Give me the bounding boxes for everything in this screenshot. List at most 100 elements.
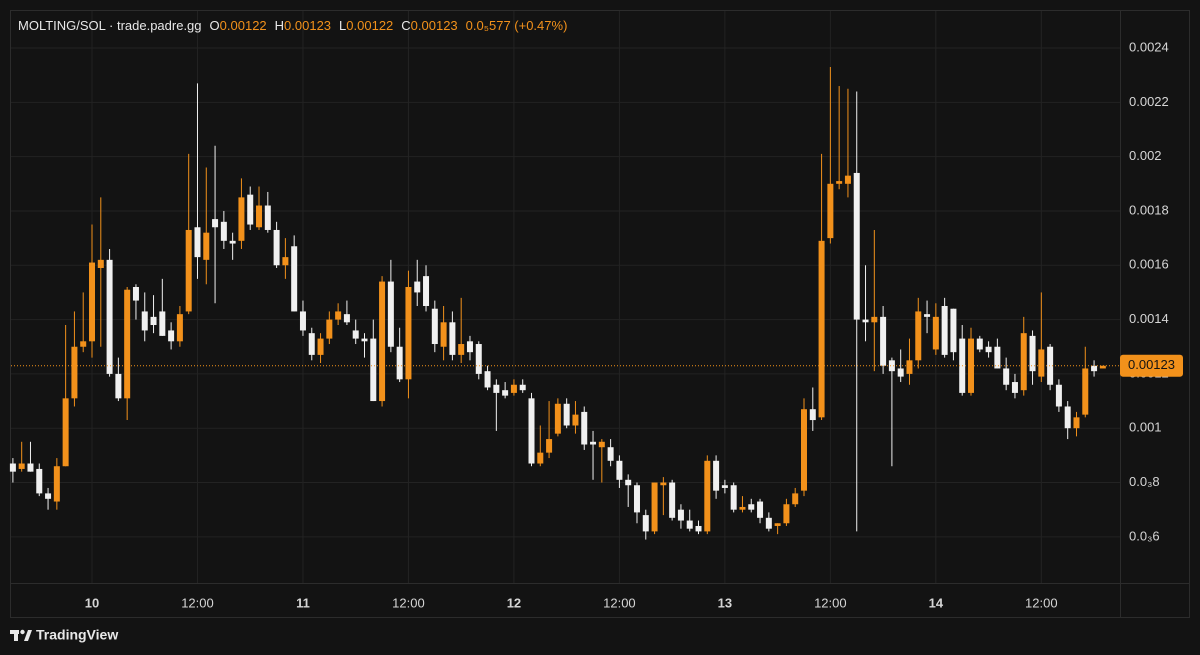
candle-body bbox=[915, 311, 922, 361]
candle-body bbox=[976, 338, 983, 350]
candle-body bbox=[546, 439, 553, 453]
candle-body bbox=[396, 346, 403, 380]
y-tick-label: 0.0016 bbox=[1129, 257, 1169, 272]
candle-body bbox=[27, 463, 34, 472]
candle-body bbox=[906, 360, 913, 374]
x-tick-label: 10 bbox=[85, 595, 99, 610]
candle-body bbox=[537, 452, 544, 464]
candle-body bbox=[686, 520, 693, 529]
candle-body bbox=[36, 468, 43, 494]
grid bbox=[11, 11, 1120, 583]
y-tick-label: 0.001 bbox=[1129, 420, 1162, 435]
candle-body bbox=[783, 504, 790, 524]
candle-body bbox=[493, 384, 500, 393]
candle-body bbox=[423, 276, 430, 307]
candle-body bbox=[941, 306, 948, 355]
candle-body bbox=[71, 346, 78, 399]
candle-body bbox=[229, 240, 236, 244]
legend-change: 0.0₅577 (+0.47%) bbox=[466, 18, 568, 33]
candle-body bbox=[194, 227, 201, 258]
candle-body bbox=[862, 319, 869, 323]
candle-body bbox=[150, 316, 157, 326]
candle-body bbox=[950, 308, 957, 353]
candle-body bbox=[80, 341, 87, 347]
y-tick-label: 0.0014 bbox=[1129, 311, 1169, 326]
candle-body bbox=[379, 281, 386, 402]
candle-body bbox=[748, 504, 755, 510]
candle-body bbox=[1020, 333, 1027, 391]
candle-body bbox=[176, 314, 183, 342]
candle-body bbox=[519, 384, 526, 391]
candle-body bbox=[220, 221, 227, 241]
legend-value: 0.00122 bbox=[220, 18, 267, 33]
candle-body bbox=[765, 517, 772, 529]
x-tick-label: 12 bbox=[507, 595, 521, 610]
candle-body bbox=[792, 493, 799, 505]
x-tick-label: 13 bbox=[718, 595, 732, 610]
candle-body bbox=[827, 183, 834, 239]
candle-body bbox=[264, 205, 271, 230]
candle-body bbox=[106, 259, 113, 374]
candles bbox=[9, 67, 1106, 540]
candle-body bbox=[836, 181, 843, 184]
candle-body bbox=[168, 330, 175, 342]
candle-body bbox=[458, 344, 465, 355]
candle-body bbox=[1099, 365, 1106, 369]
candle-body bbox=[932, 316, 939, 350]
y-tick-label: 0.0018 bbox=[1129, 202, 1169, 217]
candle-body bbox=[669, 482, 676, 518]
candle-body bbox=[475, 344, 482, 374]
candle-body bbox=[757, 501, 764, 518]
candle-body bbox=[651, 482, 658, 532]
candle-body bbox=[405, 286, 412, 380]
candle-body bbox=[660, 482, 667, 486]
candle-body bbox=[1011, 382, 1018, 393]
candle-body bbox=[247, 194, 254, 225]
candle-body bbox=[317, 338, 324, 355]
candle-body bbox=[18, 463, 25, 469]
candle-body bbox=[335, 311, 342, 320]
y-tick-label: 0.0₃8 bbox=[1129, 474, 1160, 489]
candle-body bbox=[677, 509, 684, 521]
candle-body bbox=[924, 314, 931, 317]
candle-body bbox=[590, 441, 597, 445]
candle-body bbox=[299, 311, 306, 331]
x-tick-label: 14 bbox=[929, 595, 944, 610]
candle-body bbox=[45, 493, 52, 499]
candle-body bbox=[572, 414, 579, 426]
candle-body bbox=[282, 257, 289, 266]
x-tick-label: 11 bbox=[296, 595, 310, 610]
candle-body bbox=[853, 172, 860, 320]
candle-body bbox=[449, 322, 456, 355]
candle-body bbox=[466, 341, 473, 353]
candle-body bbox=[880, 316, 887, 366]
candle-body bbox=[370, 338, 377, 402]
candle-body bbox=[563, 403, 570, 426]
candle-body bbox=[387, 281, 394, 347]
candle-body bbox=[994, 346, 1001, 369]
candle-body bbox=[53, 466, 60, 502]
candle-body bbox=[1064, 406, 1071, 429]
candle-body bbox=[1091, 365, 1098, 372]
candle-body bbox=[598, 441, 605, 448]
legend-value: 0.00122 bbox=[346, 18, 393, 33]
candle-body bbox=[1082, 368, 1089, 415]
candle-body bbox=[1003, 368, 1010, 385]
candle-body bbox=[607, 447, 614, 461]
candle-body bbox=[124, 289, 131, 399]
candle-body bbox=[238, 197, 245, 241]
candle-body bbox=[642, 515, 649, 532]
candle-body bbox=[115, 373, 122, 399]
candle-body bbox=[616, 460, 623, 480]
candle-body bbox=[159, 311, 166, 336]
candle-body bbox=[343, 314, 350, 323]
candle-body bbox=[484, 371, 491, 388]
candle-body bbox=[888, 360, 895, 372]
candle-body bbox=[897, 368, 904, 377]
candle-body bbox=[273, 229, 280, 266]
last-price-badge bbox=[1120, 354, 1183, 377]
candle-body bbox=[185, 229, 192, 312]
legend-symbol: MOLTING/SOL · trade.padre.gg bbox=[18, 18, 202, 33]
chart-frame bbox=[10, 10, 1190, 618]
candle-body bbox=[985, 346, 992, 353]
